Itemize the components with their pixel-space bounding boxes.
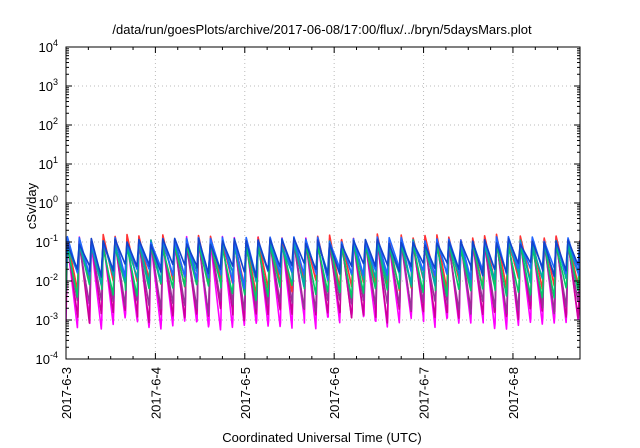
grid-lines (66, 47, 580, 359)
y-tick-label: 100 (39, 194, 58, 211)
chart-title: /data/run/goesPlots/archive/2017-06-08/1… (112, 22, 532, 37)
series-layer (66, 233, 580, 331)
series-line (66, 237, 580, 279)
x-tick-label: 2017-6-8 (506, 367, 521, 419)
y-tick-label: 104 (39, 38, 58, 55)
x-tick-label: 2017-6-3 (59, 367, 74, 419)
x-tick-label: 2017-6-7 (417, 367, 432, 419)
x-tick-label: 2017-6-4 (148, 367, 163, 419)
y-tick-label: 10-1 (36, 233, 58, 250)
ticks: 10-4 10-3 10-2 10-1 100 101 102 103 104 2017-6-3 2… (36, 38, 580, 419)
y-tick-label: 102 (39, 116, 58, 133)
y-axis-label: cSv/day (24, 182, 39, 229)
y-tick-label: 10-3 (36, 311, 58, 328)
y-tick-label: 10-4 (36, 350, 58, 367)
y-tick-label: 103 (39, 77, 58, 94)
y-tick-label: 10-2 (36, 272, 58, 289)
x-tick-label: 2017-6-5 (238, 367, 253, 419)
x-axis-label: Coordinated Universal Time (UTC) (222, 430, 421, 445)
x-tick-label: 2017-6-6 (327, 367, 342, 419)
y-tick-label: 101 (39, 155, 58, 172)
